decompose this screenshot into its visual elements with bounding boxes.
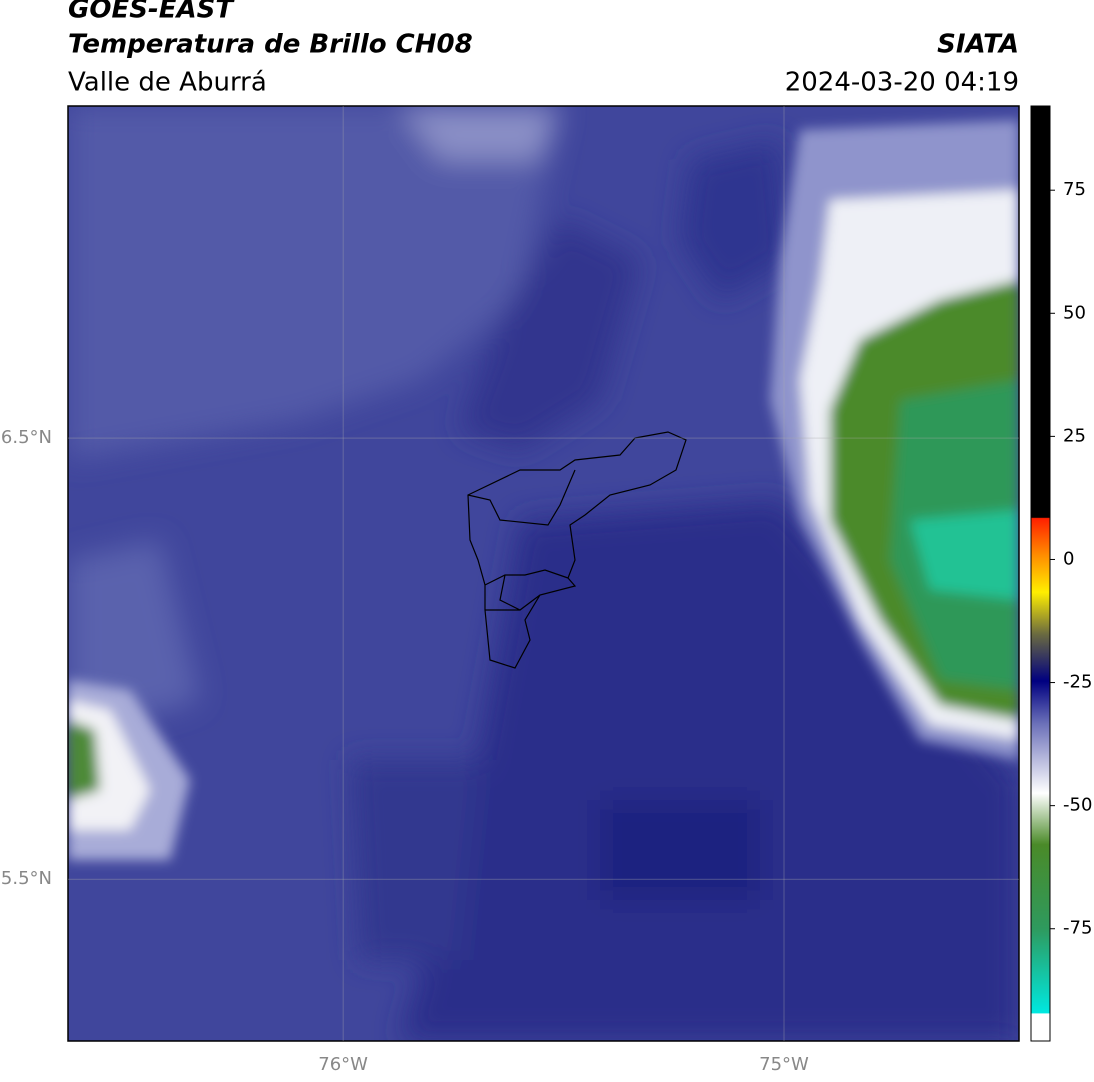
region: Valle de Aburrá [68, 68, 267, 98]
colorbar-tick-label: 75 [1063, 179, 1086, 200]
datetime: 2024-03-20 04:19 [785, 68, 1019, 98]
colorbar-tick-label: 50 [1063, 302, 1086, 323]
satellite: GOES-EAST [68, 0, 235, 25]
y-tick-label: 6.5°N [1, 427, 52, 448]
colorbar-tick-label: -50 [1063, 795, 1092, 816]
municipal-boundaries [467, 431, 687, 669]
colorbar-tick-label: 25 [1063, 425, 1086, 446]
satellite-image [68, 106, 1019, 1041]
colorbar-tick-label: -25 [1063, 672, 1092, 693]
colorbar [1030, 105, 1051, 1042]
product: Temperatura de Brillo CH08 [68, 30, 473, 60]
map-frame [67, 105, 1020, 1042]
x-tick-label: 75°W [759, 1054, 809, 1075]
y-tick-label: 5.5°N [1, 868, 52, 889]
x-tick-label: 76°W [318, 1054, 368, 1075]
colorbar-tick-label: 0 [1063, 548, 1074, 569]
colorbar-tick-label: -75 [1063, 918, 1092, 939]
source: SIATA [937, 30, 1019, 60]
